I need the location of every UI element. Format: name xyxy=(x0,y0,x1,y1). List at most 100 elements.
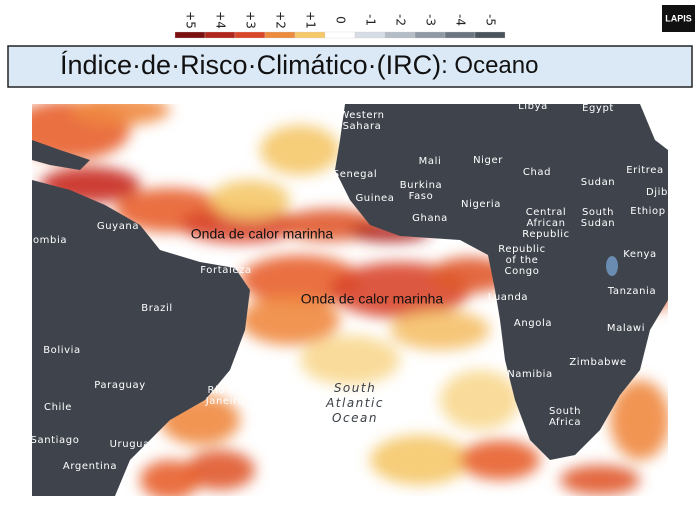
place-label: Guinea xyxy=(355,193,394,204)
title-main: Índice·de·Risco·Climático·(IRC) xyxy=(60,50,441,80)
legend-swatch xyxy=(444,31,476,39)
heat-blob xyxy=(560,465,640,495)
place-label: Brazil xyxy=(141,303,173,314)
place-label: Ghana xyxy=(412,213,448,224)
label-line: Niger xyxy=(473,155,503,166)
legend-label: +2 xyxy=(274,11,288,29)
label-line: Tanzania xyxy=(607,286,656,297)
place-label: Luanda xyxy=(488,292,528,303)
label-line: Namibia xyxy=(507,369,553,380)
legend-swatch xyxy=(174,31,206,39)
label-line: Ethiop xyxy=(630,206,665,217)
place-label: Mali xyxy=(419,156,442,167)
place-label: Namibia xyxy=(507,369,553,380)
place-label: Santiago xyxy=(31,435,80,446)
title: Índice·de·Risco·Climático·(IRC): Oceano xyxy=(60,50,538,80)
label-line: Malawi xyxy=(607,323,645,334)
label-line: Argentina xyxy=(63,461,117,472)
legend-label: -5 xyxy=(484,14,498,26)
label-line: Ocean xyxy=(332,411,378,425)
label-line: Sahara xyxy=(343,121,382,132)
place-label: South Africa xyxy=(549,406,581,428)
place-label: Chad xyxy=(523,167,551,178)
annotation: Onda de calor marinha xyxy=(301,291,444,307)
label-line: South xyxy=(582,207,614,218)
label-line: African xyxy=(526,218,565,229)
caribbean xyxy=(32,140,90,170)
legend-label: +1 xyxy=(304,11,318,29)
label-line: Western xyxy=(339,110,384,121)
label-line: Sudan xyxy=(581,218,616,229)
label-line: Egypt xyxy=(582,103,614,114)
legend-label: -1 xyxy=(364,14,378,26)
label-line: Atlantic xyxy=(325,396,384,410)
label-line: Fortaleza xyxy=(200,265,251,276)
place-label: Republic of the Congo xyxy=(498,244,546,277)
label-line: Republic xyxy=(522,229,570,240)
label-line: South xyxy=(334,381,376,395)
label-line: Bolivia xyxy=(43,345,81,356)
label-line: Djib xyxy=(646,187,668,198)
place-label: Western Sahara xyxy=(339,110,384,132)
legend-swatch xyxy=(294,31,326,39)
place-label: Guyana xyxy=(97,221,139,232)
place-label: Burkina Faso xyxy=(400,180,443,202)
label-line: of the xyxy=(506,255,539,266)
map-labels: Libya Egypt Western Sahara Mali Niger Chad Suda… xyxy=(31,101,668,472)
heat-blob xyxy=(70,104,170,125)
heat-blob xyxy=(300,335,400,385)
heat-blob xyxy=(240,255,360,305)
heat-layer xyxy=(32,104,668,496)
legend-swatch xyxy=(354,31,386,39)
label-line: ombia xyxy=(33,235,67,246)
place-label: South Sudan xyxy=(581,207,616,229)
legend-label: -3 xyxy=(424,14,438,26)
place-label: Sudan xyxy=(581,177,616,188)
heat-blob xyxy=(210,180,290,220)
label-line: Libya xyxy=(518,101,548,112)
label-line: Guyana xyxy=(97,221,139,232)
place-label: Ethiop xyxy=(630,206,665,217)
africa xyxy=(335,104,668,460)
place-label: Nigeria xyxy=(461,199,501,210)
place-label: Kenya xyxy=(623,249,657,260)
label-line: Brazil xyxy=(141,303,173,314)
place-label: Niger xyxy=(473,155,503,166)
label-line: Central xyxy=(526,207,567,218)
legend-swatch xyxy=(324,31,356,39)
place-label: Tanzania xyxy=(607,286,656,297)
label-line: South xyxy=(549,406,581,417)
red-sea xyxy=(640,104,668,150)
place-label: Djib xyxy=(646,187,668,198)
place-label: Zimbabwe xyxy=(569,357,626,368)
label-line: Senegal xyxy=(333,169,377,180)
label-line: Africa xyxy=(549,417,581,428)
legend-label: -4 xyxy=(454,14,468,26)
label-line: Rio de xyxy=(207,385,242,396)
label-line: Faso xyxy=(409,191,434,202)
label-line: Congo xyxy=(505,266,540,277)
place-label: ombia xyxy=(33,235,67,246)
label-line: Janeiro xyxy=(205,396,245,407)
label-line: Kenya xyxy=(623,249,657,260)
logo-box xyxy=(662,5,695,32)
map: Libya Egypt Western Sahara Mali Niger Chad Suda… xyxy=(31,101,668,496)
place-label: Egypt xyxy=(582,103,614,114)
legend-swatch xyxy=(414,31,446,39)
place-label: Libya xyxy=(518,101,548,112)
heat-blob xyxy=(260,125,340,175)
legend-swatch xyxy=(474,31,506,39)
place-label: Angola xyxy=(514,318,552,329)
label-line: Chile xyxy=(44,402,72,413)
place-label: Argentina xyxy=(63,461,117,472)
label-line: Uruguay xyxy=(110,439,157,450)
annotation: Onda de calor marinha xyxy=(191,226,334,242)
label-line: Guinea xyxy=(355,193,394,204)
label-line: Eritrea xyxy=(626,165,664,176)
heat-blob xyxy=(185,450,255,490)
heat-blob xyxy=(390,310,490,350)
title-suffix: : Oceano xyxy=(441,52,538,79)
legend-swatch xyxy=(234,31,266,39)
